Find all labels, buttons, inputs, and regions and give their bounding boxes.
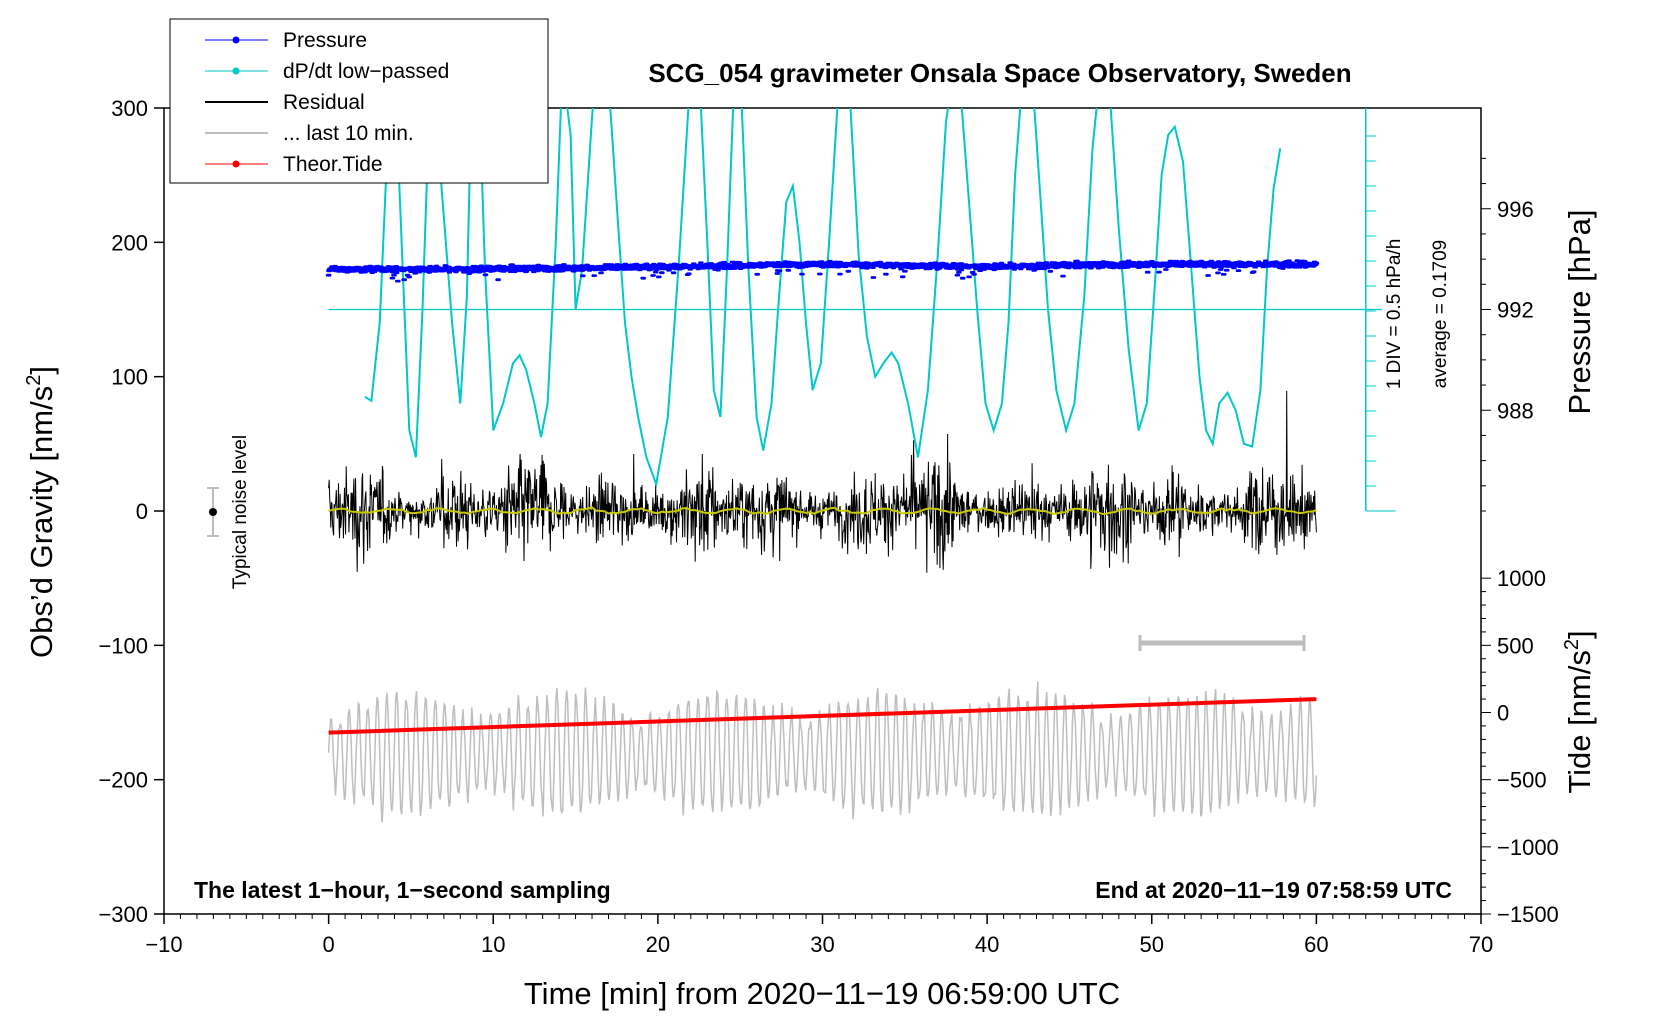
last10-series	[327, 681, 1318, 823]
y-tick-label: 100	[111, 365, 148, 390]
x-tick-label: 10	[481, 932, 505, 957]
legend-label: Pressure	[283, 29, 367, 52]
dpdt-scale-axis	[328, 108, 1396, 512]
y-tick-label: −300	[98, 902, 148, 927]
y-axis-tide: −1500 −1000 −500 0 500 1000	[1481, 566, 1559, 927]
chart-title: SCG_054 gravimeter Onsala Space Observat…	[648, 58, 1351, 88]
last10-line	[327, 681, 1318, 823]
legend-label: Theor.Tide	[283, 153, 383, 176]
pressure-points	[325, 259, 1320, 283]
dpdt-line	[364, 108, 1282, 488]
x-tick-label: 40	[975, 932, 999, 957]
x-axis: −10 0 10 20 30 40 50 60 70	[145, 914, 1493, 957]
legend-swatch-marker	[232, 67, 240, 75]
y-tick-label: −200	[98, 768, 148, 793]
y-axis-pressure: 988 992 996	[1481, 157, 1534, 512]
footer-right: End at 2020−11−19 07:58:59 UTC	[1095, 877, 1452, 903]
tide-tick-label: 0	[1497, 701, 1509, 726]
legend-swatch-marker	[232, 160, 240, 168]
y-tick-label: 200	[111, 230, 148, 255]
tide-tick-label: −1500	[1497, 902, 1559, 927]
tide-line	[328, 697, 1317, 735]
x-tick-label: 0	[323, 932, 335, 957]
tide-tick-label: −1000	[1497, 835, 1559, 860]
noise-indicator	[207, 487, 219, 537]
tide-tick-label: −500	[1497, 768, 1547, 793]
y-tick-label: 300	[111, 96, 148, 121]
legend-swatch-marker	[232, 36, 240, 44]
tide-series	[328, 697, 1317, 735]
dpdt-div-label: 1 DIV = 0.5 hPa/h	[1384, 239, 1405, 390]
y-tick-label: 0	[136, 499, 148, 524]
tide-axis-label: Tide [nm/s2]	[1561, 630, 1597, 793]
x-tick-label: 30	[810, 932, 834, 957]
legend: Pressure dP/dt low−passed Residual ... last…	[169, 18, 549, 184]
residual-line	[328, 390, 1317, 573]
pressure-tick-label: 996	[1497, 197, 1534, 222]
x-tick-label: −10	[145, 932, 182, 957]
noise-label: Typical noise level	[230, 435, 251, 589]
residual-series	[328, 390, 1317, 573]
x-tick-label: 20	[646, 932, 670, 957]
legend-label: ... last 10 min.	[283, 122, 414, 145]
tide-tick-label: 1000	[1497, 566, 1546, 591]
dpdt-average-label: average = 0.1709	[1430, 240, 1451, 388]
y-axis-gravity: −300 −200 −100 0 100 200 300	[98, 96, 164, 927]
x-tick-label: 70	[1469, 932, 1493, 957]
x-axis-label: Time [min] from 2020−11−19 06:59:00 UTC	[524, 976, 1120, 1011]
pressure-axis-label: Pressure [hPa]	[1562, 209, 1597, 414]
pressure-tick-label: 988	[1497, 398, 1534, 423]
legend-label: Residual	[283, 91, 365, 114]
x-tick-label: 60	[1304, 932, 1328, 957]
y-axis-label: Obs’d Gravity [nm/s2]	[23, 366, 59, 658]
pressure-tick-label: 992	[1497, 298, 1534, 323]
tide-tick-label: 500	[1497, 633, 1534, 658]
dpdt-series	[364, 108, 1282, 488]
residual-smoothed-line	[328, 506, 1317, 516]
footer-left: The latest 1−hour, 1−second sampling	[194, 877, 611, 903]
legend-label: dP/dt low−passed	[283, 60, 449, 83]
x-tick-label: 50	[1140, 932, 1164, 957]
pressure-series	[325, 259, 1320, 283]
y-tick-label: −100	[98, 633, 148, 658]
last10-bracket	[1138, 635, 1306, 651]
